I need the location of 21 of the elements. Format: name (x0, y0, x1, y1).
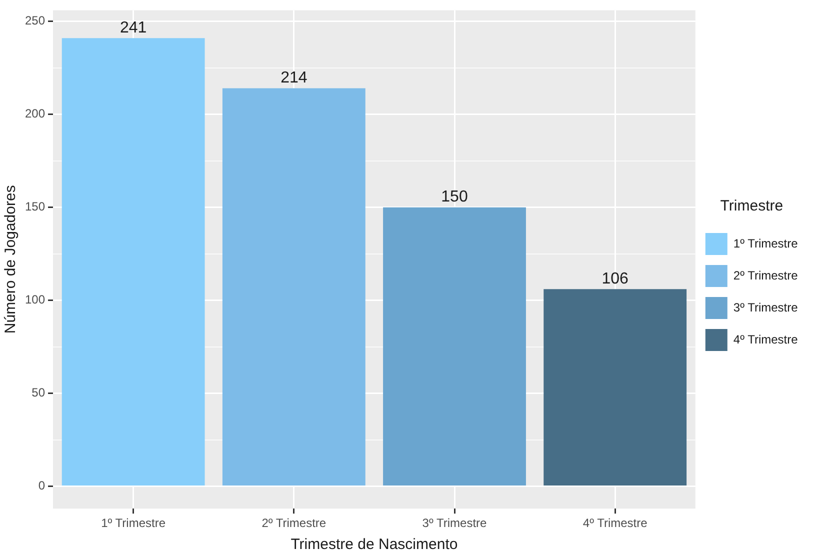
legend-label: 2º Trimestre (733, 268, 798, 282)
y-tick-label: 50 (32, 386, 46, 400)
y-tick-label: 200 (24, 106, 46, 121)
data-label: 106 (602, 270, 629, 288)
data-label: 241 (120, 20, 147, 36)
x-tick-label: 2º Trimestre (262, 516, 326, 530)
x-tick-label: 4º Trimestre (582, 516, 648, 530)
legend-label: 3º Trimestre (733, 300, 798, 314)
legend-label: 4º Trimestre (733, 332, 798, 346)
y-tick-label: 150 (24, 200, 46, 214)
y-tick-label: 250 (24, 14, 46, 28)
data-label: 214 (280, 70, 308, 87)
y-axis-title: Número de Jogadores (2, 185, 20, 334)
legend-label: 1º Trimestre (733, 236, 798, 250)
x-tick-label: 1º Trimestre (101, 516, 166, 530)
data-label: 150 (441, 188, 468, 206)
y-tick-label: 100 (24, 292, 46, 307)
legend-title: Trimestre (720, 198, 784, 215)
x-axis-title: Trimestre de Nascimento (290, 536, 458, 554)
x-tick-label: 3º Trimestre (422, 516, 488, 530)
y-tick-label: 0 (38, 478, 46, 493)
